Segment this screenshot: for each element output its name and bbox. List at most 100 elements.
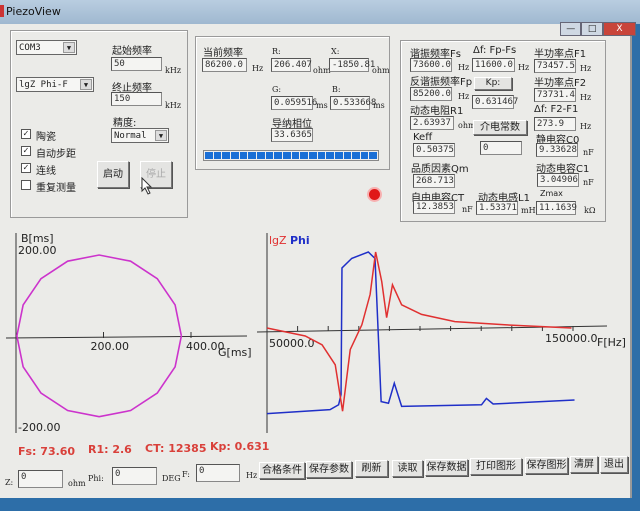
f2-unit: Hz <box>580 93 592 102</box>
phi-unit: DEG <box>162 474 181 483</box>
x-unit: ohm <box>372 66 390 75</box>
progress-segment <box>205 152 213 159</box>
toolbar-button[interactable]: 保存数据 <box>425 459 468 476</box>
x-axis-label: G[ms] <box>218 346 252 359</box>
dielectric-button[interactable]: 介电常数 <box>473 120 527 135</box>
r-label: R: <box>272 47 281 56</box>
progress-segment <box>360 152 369 159</box>
checkbox[interactable] <box>21 180 31 190</box>
fp-label: 反谐振频率Fp <box>410 77 473 88</box>
c1-unit: nF <box>583 178 594 187</box>
x-label: X: <box>331 47 340 56</box>
summary-fs: Fs: 73.60 <box>18 445 76 458</box>
kp-field: 0.631467 <box>472 95 518 109</box>
f-unit: Hz <box>246 471 258 480</box>
g-axis <box>5 335 248 339</box>
app-icon <box>0 5 4 17</box>
progress-segment <box>256 152 265 159</box>
x-tick-label: 150000.0 <box>545 332 598 345</box>
legend-lgz: lgZ <box>269 234 287 247</box>
current-freq-field: 86200.0 <box>202 58 247 72</box>
minimize-button[interactable]: — <box>560 22 582 36</box>
summary-r1: R1: 2.6 <box>88 443 132 456</box>
checkbox-label: 自动步距 <box>36 149 76 160</box>
checkbox-label: 重复测量 <box>36 183 76 194</box>
f2-label: 半功率点F2 <box>534 78 587 89</box>
summary-ct: CT: 12385 <box>145 442 207 455</box>
progress-segment <box>213 152 222 159</box>
toolbar-button[interactable]: 读取 <box>392 460 423 477</box>
zmax-field: 11.1639 <box>536 201 577 215</box>
phi-label: Phi: <box>88 474 104 483</box>
stop-button[interactable]: 停止 <box>140 161 172 188</box>
df-field: 11600.0 <box>472 58 515 72</box>
progress-segment <box>369 152 378 159</box>
phi-field: 0 <box>112 467 157 485</box>
kp-button[interactable]: Kp: <box>474 77 512 90</box>
checkbox-label: 连线 <box>36 166 56 177</box>
b-unit: ms <box>373 101 385 110</box>
progress-segment <box>317 152 326 159</box>
f1-unit: Hz <box>580 64 592 73</box>
df2-label: Δf: F2-F1 <box>534 104 579 115</box>
progress-segment <box>308 152 317 159</box>
mode-select[interactable]: lgZ Phi-F ▼ <box>16 77 94 92</box>
status-indicator-icon <box>369 189 380 200</box>
admittance-chart: 200.00 400.00 200.00 -200.00 B[ms] G[ms] <box>5 232 252 434</box>
checkbox[interactable]: ✓ <box>21 163 31 173</box>
fs-unit: Hz <box>458 63 470 72</box>
fp-field: 85200.0 <box>410 87 452 101</box>
checkbox[interactable]: ✓ <box>21 129 31 139</box>
f-field: 0 <box>196 464 240 482</box>
measurement-group <box>195 36 390 170</box>
end-freq-input[interactable]: 150 <box>111 92 162 106</box>
title-bar: PiezoView <box>0 0 640 24</box>
progress-segment <box>230 152 239 159</box>
df2-field: 273.9 <box>534 117 576 131</box>
fs-label: 谐振频率Fs <box>410 49 461 60</box>
c0-field: 9.33628 <box>536 143 578 157</box>
close-button[interactable]: X <box>602 22 636 36</box>
toolbar-button[interactable]: 退出 <box>600 456 628 473</box>
toolbar-button[interactable]: 刷新 <box>355 460 388 477</box>
df-unit: Hz <box>518 63 530 72</box>
end-freq-label: 终止频率 <box>112 83 152 94</box>
r-field: 206.407 <box>271 58 312 72</box>
g-label: G: <box>272 85 282 94</box>
zmax-unit: kΩ <box>584 206 596 215</box>
toolbar-button[interactable]: 合格条件 <box>259 462 305 479</box>
ct-unit: nF <box>462 205 473 214</box>
phase-field: 33.6365 <box>271 128 313 142</box>
c1-field: 3.04906 <box>537 173 579 187</box>
port-select[interactable]: COM3 ▼ <box>16 40 77 55</box>
toolbar-button[interactable]: 保存图形 <box>525 457 568 474</box>
r1-label: 动态电阻R1 <box>410 106 464 117</box>
b-field: 0.533668 <box>330 96 376 110</box>
impedance-phase-chart: 50000.0 150000.0 F[Hz] lgZ Phi <box>256 233 626 433</box>
precision-value: Normal <box>114 131 147 141</box>
b-label: B: <box>332 85 341 94</box>
g-field: 0.059516 <box>271 96 317 110</box>
maximize-button[interactable]: □ <box>581 22 603 36</box>
qm-field: 268.713 <box>413 174 455 188</box>
f2-field: 73731.4 <box>534 88 576 102</box>
start-freq-input[interactable]: 50 <box>111 57 162 71</box>
progress-segment <box>291 152 300 159</box>
keff-label: Keff <box>413 132 433 143</box>
progress-segment <box>282 152 291 159</box>
chevron-down-icon: ▼ <box>63 42 75 53</box>
toolbar-button[interactable]: 打印图形 <box>470 458 522 475</box>
progress-segment <box>239 152 248 159</box>
zmax-label: Zmax <box>540 189 563 198</box>
current-freq-unit: Hz <box>252 64 264 73</box>
precision-select[interactable]: Normal ▼ <box>111 128 169 143</box>
r1-field: 2.63937 <box>410 116 454 130</box>
checkbox[interactable]: ✓ <box>21 146 31 156</box>
l1-label: 动态电感L1 <box>478 193 530 204</box>
toolbar-button[interactable]: 保存参数 <box>306 461 352 478</box>
start-button[interactable]: 启动 <box>97 161 129 188</box>
series-phi <box>266 251 575 415</box>
progress-segment <box>300 152 308 159</box>
x-axis-label: F[Hz] <box>597 336 626 349</box>
toolbar-button[interactable]: 清屏 <box>570 456 598 473</box>
